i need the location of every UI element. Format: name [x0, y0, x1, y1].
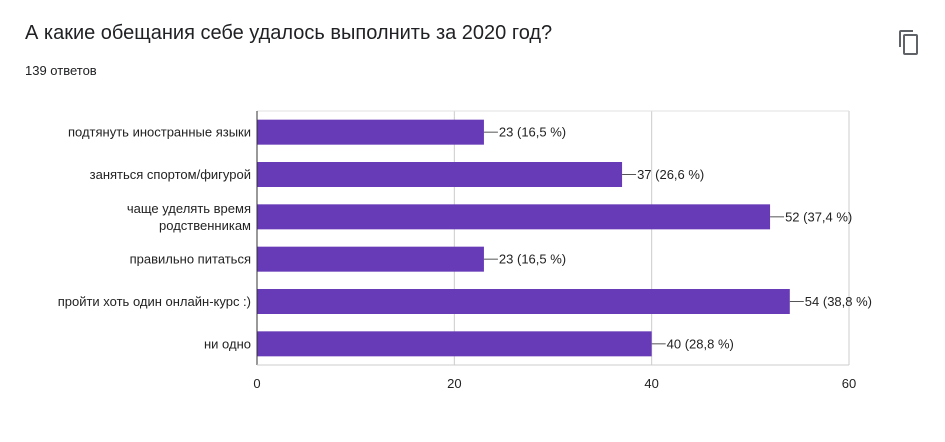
category-label: ни одно	[204, 336, 251, 351]
category-label: пройти хоть один онлайн-курс :)	[58, 294, 251, 309]
data-label: 37 (26,6 %)	[637, 167, 704, 182]
copy-icon	[899, 30, 918, 55]
bar	[257, 289, 790, 314]
data-label: 54 (38,8 %)	[805, 294, 872, 309]
question-title: А какие обещания себе удалось выполнить …	[25, 22, 553, 44]
data-label: 23 (16,5 %)	[499, 252, 566, 267]
x-tick-label: 20	[447, 376, 461, 391]
x-tick-label: 40	[644, 376, 658, 391]
response-count: 139 ответов	[25, 63, 97, 78]
category-label: чаще уделять время	[127, 201, 251, 216]
category-label: родственникам	[159, 218, 251, 233]
category-label: подтянуть иностранные языки	[68, 125, 251, 140]
bar	[257, 162, 623, 187]
category-label: правильно питаться	[130, 252, 251, 267]
x-tick-label: 60	[842, 376, 856, 391]
data-label: 23 (16,5 %)	[499, 125, 566, 140]
bar	[257, 119, 484, 145]
copy-chart-button[interactable]	[893, 27, 925, 59]
data-label: 40 (28,8 %)	[667, 336, 734, 351]
bar	[257, 246, 484, 272]
data-label: 52 (37,4 %)	[785, 209, 852, 224]
bar	[257, 331, 652, 357]
bar	[257, 204, 771, 230]
category-label: заняться спортом/фигурой	[90, 167, 251, 182]
x-tick-label: 0	[253, 376, 260, 391]
